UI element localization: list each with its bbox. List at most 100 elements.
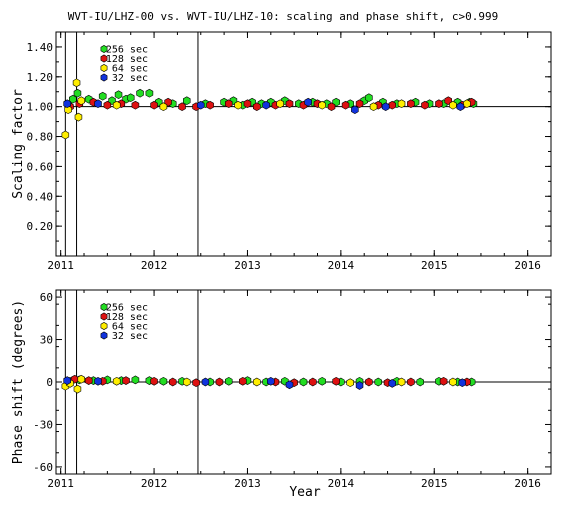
data-point — [73, 88, 82, 98]
data-point — [266, 376, 275, 386]
phase-shift-panel: 2011 2012 2013 2014 2015 2016 -60 -30 0 30 60 Phase… — [11, 289, 552, 490]
y-tick-label: 1.20 — [27, 71, 54, 84]
data-point — [355, 381, 364, 390]
x-tick-label: 2012 — [141, 477, 168, 490]
data-point — [131, 375, 140, 385]
data-point — [206, 100, 214, 110]
x-tick-label: 2013 — [234, 259, 261, 272]
x-tick-label: 2011 — [47, 477, 74, 490]
legend-marker — [100, 322, 108, 330]
legend-marker — [100, 312, 108, 321]
legend-label: 64 sec — [112, 322, 148, 333]
data-point — [407, 377, 415, 387]
data-point — [309, 377, 317, 387]
data-point — [225, 376, 233, 386]
data-point — [463, 99, 471, 109]
data-point — [103, 100, 112, 110]
legend-label: 256 sec — [106, 303, 148, 314]
data-point — [201, 377, 210, 387]
data-point — [318, 376, 326, 386]
data-point — [285, 380, 294, 390]
legend-marker — [100, 331, 108, 340]
data-point — [304, 97, 312, 107]
data-point — [407, 99, 415, 109]
data-point — [435, 99, 443, 109]
data-point — [449, 377, 457, 387]
data-point — [94, 99, 102, 109]
data-point — [136, 88, 144, 98]
data-point — [449, 100, 457, 110]
y-axis-label: Phase shift (degrees) — [11, 300, 26, 464]
legend-marker — [100, 64, 108, 72]
data-point — [98, 91, 107, 101]
data-point — [327, 102, 336, 112]
data-point — [122, 376, 130, 385]
data-point — [63, 376, 71, 385]
x-axis-label: Year — [289, 485, 320, 500]
x-tick-label: 2014 — [328, 477, 355, 490]
data-point — [131, 100, 140, 110]
data-point — [183, 377, 191, 387]
data-point — [178, 102, 186, 112]
data-point — [397, 99, 406, 109]
data-point — [197, 100, 205, 110]
data-point — [94, 376, 102, 386]
data-point — [388, 379, 397, 388]
data-point — [215, 377, 224, 387]
data-point — [332, 376, 341, 386]
data-point — [381, 102, 390, 112]
data-point — [318, 100, 326, 110]
data-point — [365, 93, 373, 103]
data-point — [285, 99, 294, 109]
data-point — [225, 99, 233, 109]
x-tick-label: 2012 — [141, 259, 168, 272]
data-point — [150, 100, 158, 110]
x-tick-label: 2015 — [421, 259, 448, 272]
data-point — [169, 377, 177, 387]
data-point — [374, 377, 383, 387]
x-tick-label: 2016 — [514, 477, 541, 490]
data-point — [456, 102, 465, 112]
data-point — [77, 96, 85, 106]
data-point — [346, 378, 355, 388]
y-tick-label: -60 — [33, 461, 53, 474]
x-tick-label: 2016 — [514, 259, 541, 272]
y-tick-label: 1.40 — [27, 41, 54, 54]
data-point — [159, 102, 168, 112]
legend-marker — [100, 45, 108, 53]
data-point — [74, 112, 83, 122]
y-tick-label: 0.80 — [27, 131, 54, 144]
legend-label: 128 sec — [106, 54, 148, 65]
y-tick-label: 0 — [46, 376, 53, 389]
data-point — [421, 100, 429, 110]
y-tick-label: 1.00 — [27, 101, 54, 114]
legend-label: 32 sec — [112, 73, 148, 84]
data-point — [416, 377, 425, 387]
legend-marker — [100, 54, 108, 63]
legend-marker — [100, 303, 108, 311]
data-point — [114, 90, 123, 100]
legend-label: 256 sec — [106, 45, 148, 56]
x-tick-label: 2013 — [234, 477, 261, 490]
data-point — [145, 88, 154, 98]
data-point — [365, 377, 373, 387]
data-point — [355, 99, 364, 109]
data-point — [61, 130, 70, 140]
data-point — [458, 378, 467, 388]
x-tick-label: 2015 — [421, 477, 448, 490]
data-point — [192, 378, 200, 388]
data-point — [77, 374, 85, 384]
data-point — [127, 93, 135, 103]
data-point — [397, 377, 406, 387]
data-point — [253, 102, 261, 112]
legend-label: 128 sec — [106, 312, 148, 323]
y-tick-label: 30 — [40, 334, 53, 347]
x-tick-label: 2011 — [47, 259, 74, 272]
y-axis-label: Scaling factor — [11, 89, 26, 199]
scaling-factor-panel: 2011 2012 2013 2014 2015 2016 0.20 0.40 0.60 0.80… — [11, 31, 552, 272]
data-point — [183, 96, 191, 106]
data-point — [299, 377, 308, 387]
y-tick-label: 0.40 — [27, 190, 54, 203]
y-tick-label: -30 — [33, 418, 53, 431]
